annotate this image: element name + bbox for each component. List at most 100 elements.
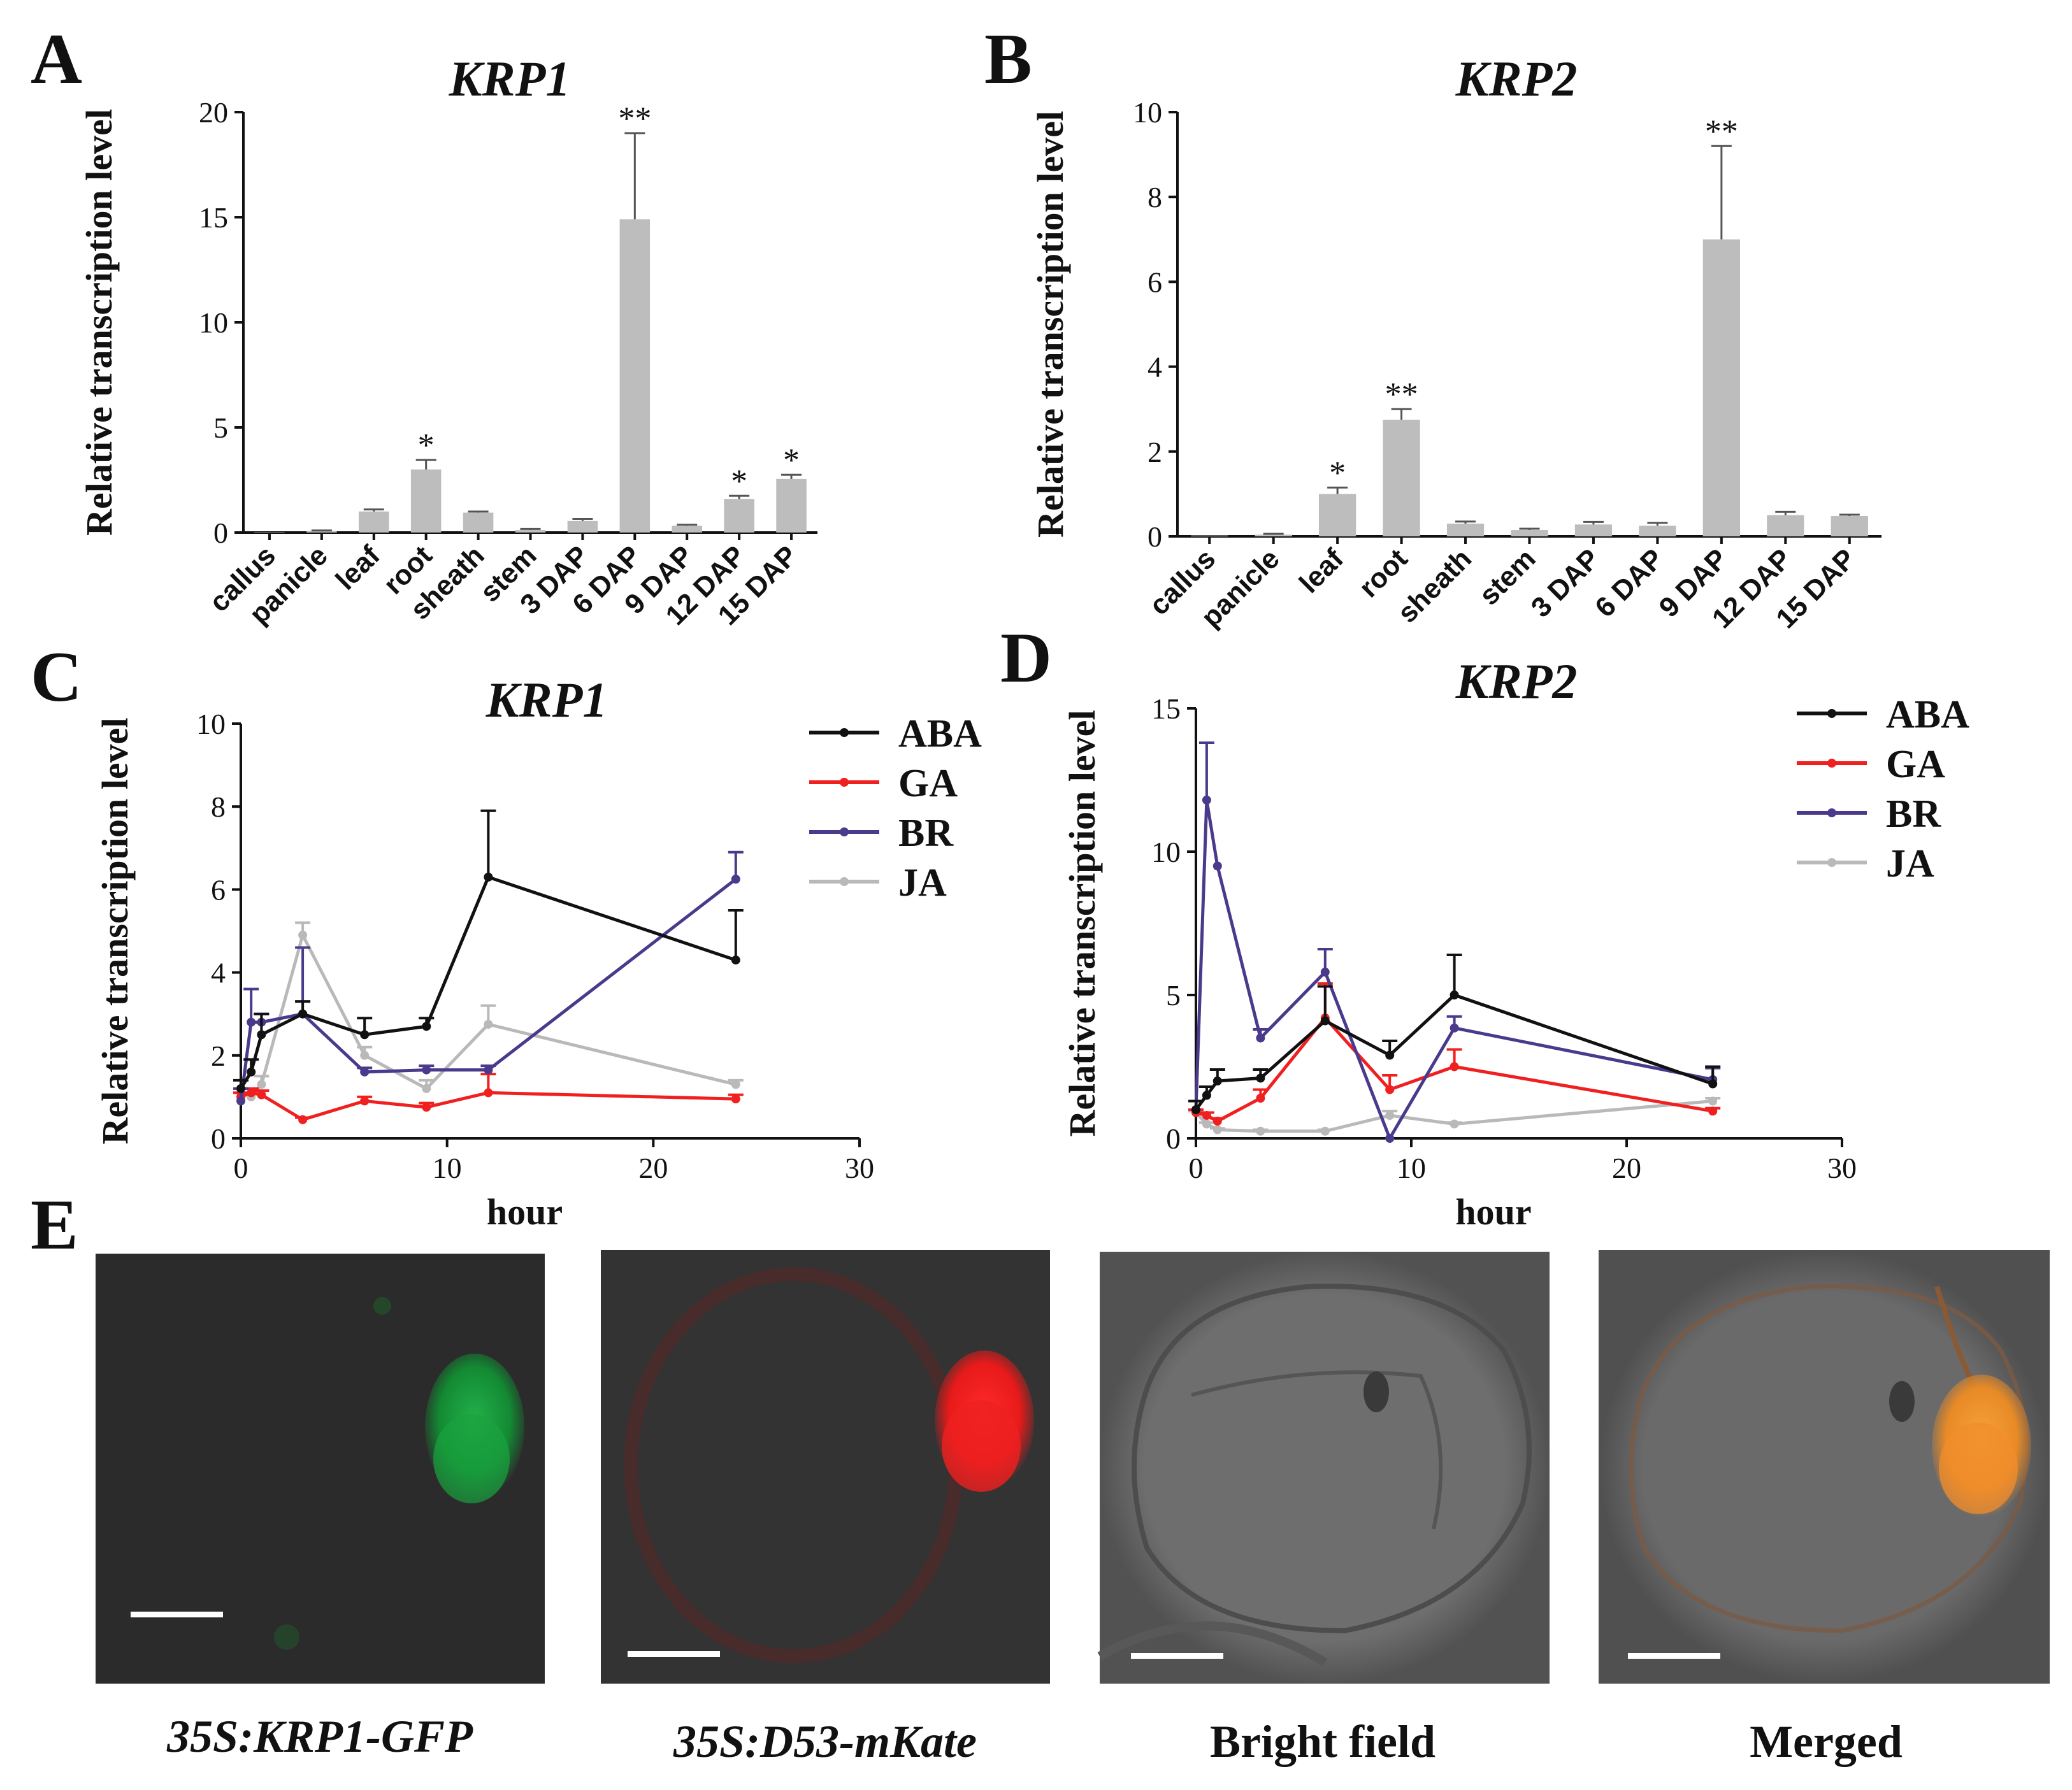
microscopy-merged-image <box>1599 1250 2050 1684</box>
data-point <box>298 1009 308 1019</box>
bar-9-dap <box>1702 239 1740 536</box>
x-tick-label: 0 <box>234 1152 248 1184</box>
bar-leaf <box>359 512 389 533</box>
x-tick-label: 30 <box>1827 1152 1857 1184</box>
data-point <box>1385 1050 1395 1060</box>
scale-bar <box>1131 1653 1223 1659</box>
y-tick-label: 5 <box>1166 979 1181 1012</box>
data-point <box>1256 1094 1265 1103</box>
legend-label: BR <box>1886 792 1941 836</box>
data-point <box>1256 1033 1265 1043</box>
data-point <box>1708 1096 1718 1106</box>
y-tick-label: 0 <box>211 1122 226 1155</box>
bar-root <box>1383 419 1420 536</box>
y-axis-label: Relative transcription level <box>1061 710 1103 1136</box>
data-point <box>360 1030 370 1040</box>
data-point <box>360 1067 370 1077</box>
series-br <box>233 850 744 1106</box>
data-point <box>247 1017 256 1027</box>
data-point <box>360 1050 370 1060</box>
panel-letter-c: C <box>31 638 82 717</box>
x-tick-label: 0 <box>1189 1152 1204 1184</box>
y-tick-label: 8 <box>211 791 226 823</box>
x-axis-label: hour <box>1455 1191 1531 1233</box>
data-point <box>1450 1119 1459 1129</box>
data-point <box>484 872 493 882</box>
y-tick-label: 4 <box>1148 351 1162 383</box>
caption-bright-field: Bright field <box>1210 1716 1435 1767</box>
legend-label: GA <box>1886 743 1945 786</box>
bar-15-dap <box>776 478 807 533</box>
data-point <box>731 1080 740 1089</box>
data-point <box>1385 1085 1395 1094</box>
data-point <box>1385 1134 1395 1143</box>
x-tick-label: 20 <box>1612 1152 1641 1184</box>
data-point <box>1450 991 1459 999</box>
data-point <box>360 1096 370 1106</box>
data-point <box>1212 1117 1222 1126</box>
y-axis-label: Relative transcription level <box>1030 111 1071 538</box>
significance-mark: * <box>418 427 435 464</box>
microscopy-mkate-image <box>601 1250 1050 1684</box>
bar-6-dap <box>619 219 651 533</box>
chart-title: KRP2 <box>1455 51 1578 106</box>
chart-title: KRP1 <box>486 672 608 727</box>
y-tick-label: 8 <box>1148 181 1162 213</box>
category-label: leaf <box>1293 543 1350 599</box>
data-point <box>1385 1111 1395 1120</box>
bar-panicle <box>306 531 337 533</box>
panel-letter-a: A <box>31 20 82 99</box>
y-tick-label: 4 <box>211 957 226 989</box>
y-tick-label: 10 <box>1151 836 1181 868</box>
bar-9-dap <box>672 526 702 533</box>
data-point <box>422 1022 431 1031</box>
bar-leaf <box>1319 494 1356 536</box>
bar-sheath <box>463 512 494 533</box>
data-point <box>1320 968 1330 977</box>
scale-bar <box>1628 1653 1720 1659</box>
category-label: 3 DAP <box>1525 543 1606 623</box>
legend-label: JA <box>1886 842 1934 885</box>
y-tick-label: 0 <box>213 517 228 549</box>
caption-merged: Merged <box>1750 1716 1903 1767</box>
y-tick-label: 15 <box>1151 692 1181 725</box>
category-label: 6 DAP <box>1589 543 1669 623</box>
series-line-aba <box>239 875 737 1090</box>
caption-krp1-gfp: 35S:KRP1-GFP <box>166 1711 473 1762</box>
legend-label: BR <box>898 812 954 855</box>
series-line-br <box>1194 799 1713 1142</box>
x-tick-label: 30 <box>845 1152 874 1184</box>
chart-d-krp2-hormone: 0 5 10 15 Relative transcription level KRP2 0 1… <box>1061 654 1969 1233</box>
bar-12-dap <box>724 499 754 533</box>
data-point <box>1191 1105 1200 1114</box>
data-point <box>1212 861 1222 871</box>
data-point <box>247 1067 256 1077</box>
data-point <box>484 1065 493 1075</box>
panel-letter-e: E <box>31 1185 78 1264</box>
significance-mark: ** <box>618 101 651 137</box>
y-tick-label: 20 <box>199 96 228 129</box>
data-point <box>484 1088 493 1098</box>
bar-3-dap <box>567 520 598 533</box>
series-ja <box>1188 1096 1721 1136</box>
legend-item-ga: GA <box>809 762 958 805</box>
y-tick-label: 0 <box>1166 1122 1181 1155</box>
panel-letter-b: B <box>984 20 1032 99</box>
significance-mark: * <box>1329 455 1346 491</box>
chart-a-krp1-tissue: 0 5 10 15 20 Relative transcription level KRP1… <box>78 51 817 631</box>
data-point <box>1320 1016 1330 1026</box>
data-point <box>1708 1106 1718 1116</box>
y-tick-label: 0 <box>1148 520 1162 553</box>
data-point <box>731 956 740 965</box>
data-point <box>1256 1126 1265 1136</box>
legend-item-ja: JA <box>1797 842 1934 885</box>
bar-3-dap <box>1574 524 1613 536</box>
data-point <box>1202 1119 1211 1129</box>
data-point <box>257 1080 266 1089</box>
bar-stem <box>515 530 546 533</box>
data-point <box>731 1094 740 1104</box>
scale-bar <box>628 1651 720 1657</box>
significance-mark: ** <box>1705 113 1738 150</box>
data-point <box>257 1030 266 1040</box>
